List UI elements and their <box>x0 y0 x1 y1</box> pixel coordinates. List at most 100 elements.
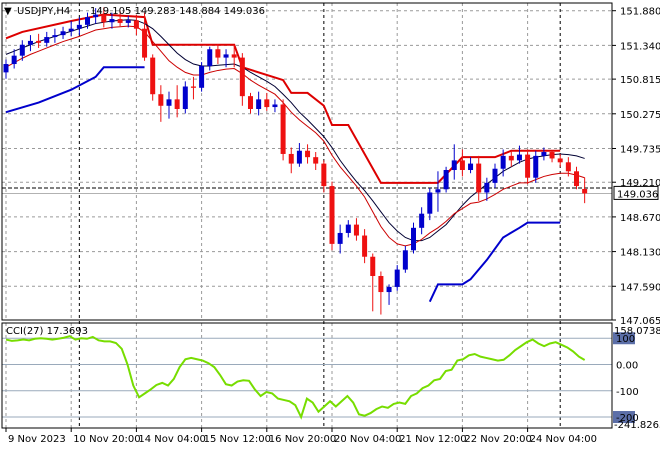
candle-body <box>305 150 311 158</box>
candle-body <box>11 55 17 65</box>
time-tick-label: 22 Nov 20:00 <box>464 434 531 445</box>
candle-body <box>500 155 506 169</box>
time-tick-label: 21 Nov 12:00 <box>399 434 466 445</box>
candle-body <box>386 286 392 293</box>
candle-body <box>68 28 74 32</box>
candle-body <box>443 170 449 190</box>
candle-body <box>337 232 343 244</box>
price-tick-label: 150.275 <box>620 110 660 121</box>
candle-body <box>272 104 278 108</box>
candle-body <box>492 168 498 183</box>
cci-level-label: -100 <box>616 387 639 398</box>
candle-body <box>394 269 400 287</box>
candle-body <box>248 96 253 109</box>
candle-body <box>329 186 335 244</box>
candle-body <box>508 155 514 161</box>
candle-body <box>117 19 123 23</box>
candle-body <box>370 256 376 276</box>
candle-body <box>435 189 441 193</box>
upper-envelope <box>5 13 561 184</box>
candle-body <box>565 162 571 172</box>
candle-body <box>142 28 148 58</box>
candle-body <box>362 235 368 257</box>
candle-body <box>353 224 359 236</box>
candle-body <box>109 19 115 23</box>
candle-body <box>427 192 433 214</box>
candle-body <box>190 86 196 88</box>
candle-body <box>459 160 465 171</box>
collapse-triangle-icon[interactable]: ▼ <box>4 6 12 17</box>
time-tick-label: 14 Nov 04:00 <box>138 434 205 445</box>
price-tick-label: 148.130 <box>620 248 660 259</box>
candle-body <box>345 224 351 233</box>
candle-body <box>36 40 42 43</box>
candle-body <box>101 14 107 23</box>
cci-level-label: 100 <box>616 334 635 345</box>
candle-body <box>223 54 229 58</box>
cci-level-label: -200 <box>616 413 639 424</box>
current-price-label: 149.036 <box>617 189 658 200</box>
candle-body <box>215 49 221 58</box>
candle-body <box>133 20 139 29</box>
candle-body <box>174 99 180 109</box>
cci-panel: 100 0.00 -100 -200 <box>2 332 639 424</box>
candle-body <box>411 227 416 251</box>
candle-body <box>231 54 237 58</box>
candle-body <box>44 37 50 43</box>
cci-scale-min: -241.8263 <box>614 420 660 431</box>
cci-level-box <box>613 411 635 424</box>
candle-body <box>516 154 522 161</box>
candle-body <box>525 154 531 178</box>
time-tick-label: 15 Nov 12:00 <box>204 434 271 445</box>
time-tick-label: 20 Nov 04:00 <box>334 434 401 445</box>
candle-body <box>378 275 384 293</box>
cci-level-box <box>613 332 635 345</box>
candle-body <box>93 14 99 18</box>
ohlc-readout: 149.105 149.283 148.884 149.036 <box>90 6 265 17</box>
candle-body <box>468 163 474 171</box>
candle-body <box>541 152 547 156</box>
cci-level-label: 0.00 <box>616 361 638 372</box>
candle-body <box>85 17 90 25</box>
time-tick-label: 16 Nov 20:00 <box>269 434 336 445</box>
candle-body <box>239 57 245 97</box>
chart-header: ▼ USDJPY,H4 149.105 149.283 148.884 149.… <box>4 6 660 431</box>
cci-line <box>5 335 586 420</box>
candle-body <box>419 213 425 228</box>
candle-body <box>476 163 482 193</box>
candle-body <box>321 163 327 187</box>
candle-body <box>199 65 205 88</box>
candle-body <box>207 49 213 66</box>
price-tick-label: 149.210 <box>620 178 660 189</box>
candle-body <box>402 250 408 270</box>
main-frame <box>1 2 613 321</box>
lower-envelope <box>5 66 561 303</box>
candle-body <box>288 153 294 164</box>
candle-body <box>19 44 25 56</box>
candle-body <box>158 94 164 106</box>
candle-body <box>125 20 131 23</box>
price-tick-label: 147.590 <box>620 282 660 293</box>
candle-body <box>484 182 490 193</box>
candle-body <box>76 24 82 29</box>
candle-body <box>296 150 302 164</box>
time-tick-label: 10 Nov 20:00 <box>73 434 140 445</box>
price-tick-label: 151.340 <box>620 41 660 52</box>
candle-body <box>264 99 270 108</box>
candle-body <box>166 99 172 106</box>
candle-body <box>549 152 555 159</box>
candle-body <box>574 171 579 187</box>
candle-body <box>533 155 539 178</box>
candle-body <box>280 104 286 154</box>
price-tick-label: 147.065 <box>620 316 660 327</box>
time-tick-label: 24 Nov 04:00 <box>530 434 597 445</box>
candle-body <box>451 160 457 171</box>
candle-body <box>557 158 563 163</box>
price-series <box>3 7 588 315</box>
price-tick-label: 150.815 <box>620 75 660 86</box>
symbol-label: USDJPY,H4 <box>17 6 70 17</box>
price-tick-label: 148.670 <box>620 213 660 224</box>
